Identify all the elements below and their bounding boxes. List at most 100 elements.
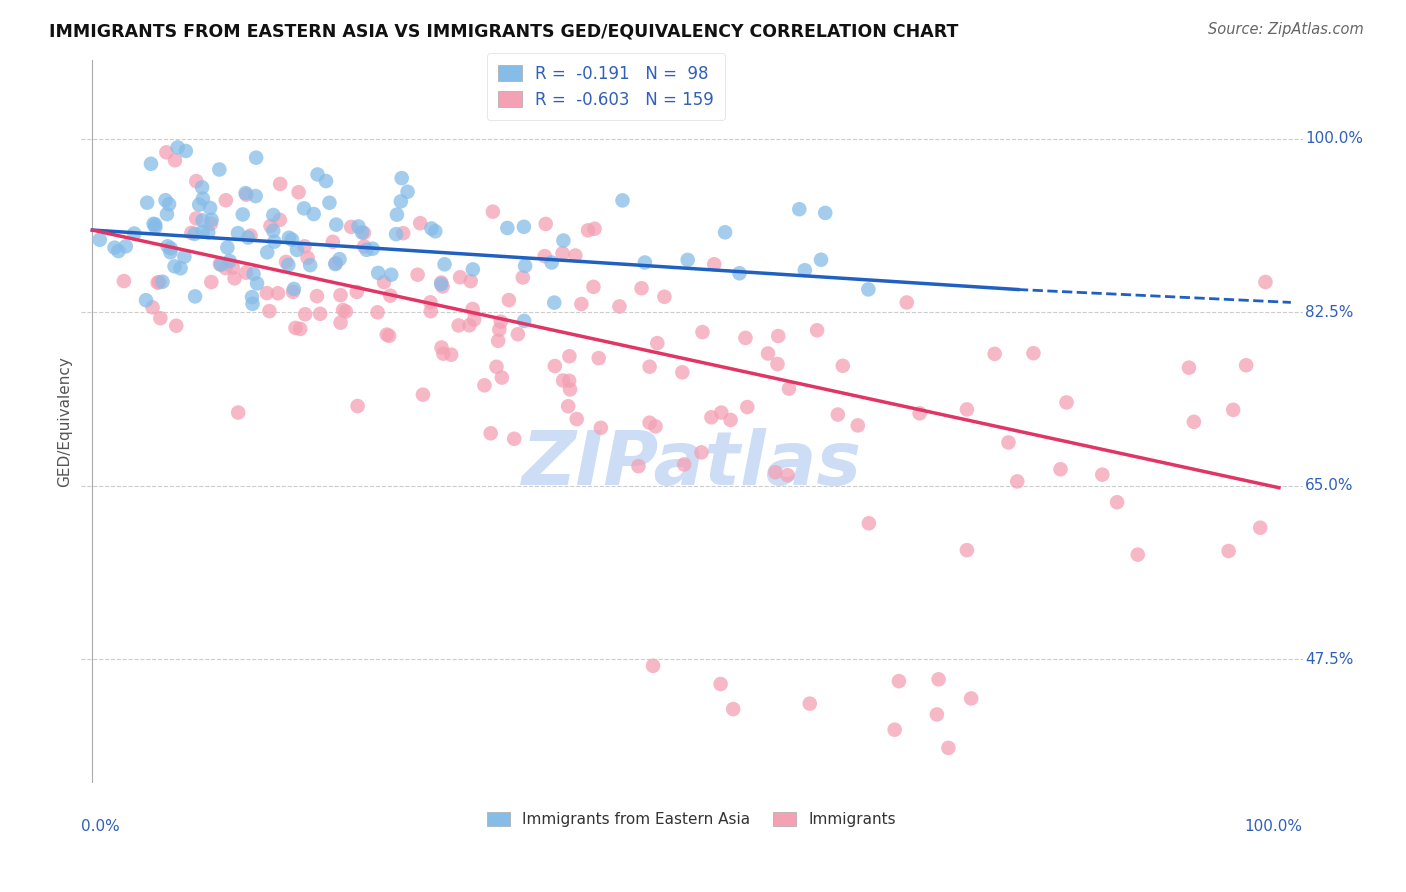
Text: Source: ZipAtlas.com: Source: ZipAtlas.com [1208, 22, 1364, 37]
Point [209, 258, 232, 272]
Point [419, 295, 441, 310]
Point [218, 254, 240, 268]
Point [242, 297, 264, 311]
Point [124, 227, 146, 241]
Point [180, 226, 202, 240]
Text: IMMIGRANTS FROM EASTERN ASIA VS IMMIGRANTS GED/EQUIVALENCY CORRELATION CHART: IMMIGRANTS FROM EASTERN ASIA VS IMMIGRAN… [49, 22, 959, 40]
Point [197, 226, 219, 240]
Point [259, 304, 281, 318]
Text: ZIPatlas: ZIPatlas [522, 428, 862, 501]
Point [269, 177, 291, 191]
Point [534, 217, 557, 231]
Point [242, 267, 264, 281]
Point [274, 255, 297, 269]
Point [430, 277, 453, 292]
Point [367, 305, 389, 319]
Point [896, 295, 918, 310]
Point [215, 261, 238, 276]
Point [208, 257, 231, 271]
Point [165, 318, 187, 333]
Text: 47.5%: 47.5% [1305, 652, 1354, 666]
Point [114, 239, 136, 253]
Point [956, 402, 979, 417]
Point [449, 270, 471, 285]
Point [498, 293, 520, 307]
Point [503, 432, 526, 446]
Point [676, 252, 699, 267]
Point [163, 153, 186, 168]
Legend: Immigrants from Eastern Asia, Immigrants: Immigrants from Eastern Asia, Immigrants [481, 806, 903, 833]
Point [671, 365, 693, 379]
Point [1107, 495, 1129, 509]
Point [645, 336, 668, 351]
Point [246, 277, 269, 291]
Point [329, 316, 352, 330]
Point [440, 348, 463, 362]
Point [262, 224, 284, 238]
Point [925, 707, 948, 722]
Point [496, 221, 519, 235]
Point [156, 239, 179, 253]
Point [419, 304, 441, 318]
Point [284, 321, 307, 335]
Point [543, 295, 565, 310]
Point [183, 227, 205, 241]
Point [582, 280, 605, 294]
Point [269, 212, 291, 227]
Point [396, 185, 419, 199]
Point [307, 168, 329, 182]
Point [673, 458, 696, 472]
Point [432, 279, 454, 293]
Point [346, 285, 368, 299]
Point [335, 304, 357, 318]
Point [256, 286, 278, 301]
Point [831, 359, 853, 373]
Point [285, 243, 308, 257]
Point [156, 207, 179, 221]
Point [191, 192, 214, 206]
Text: 82.5%: 82.5% [1305, 305, 1354, 320]
Point [814, 206, 837, 220]
Point [858, 282, 880, 296]
Point [558, 374, 581, 388]
Point [281, 285, 304, 299]
Point [222, 260, 245, 275]
Point [766, 357, 789, 371]
Point [152, 275, 174, 289]
Point [983, 347, 1005, 361]
Point [174, 144, 197, 158]
Point [186, 174, 208, 188]
Point [322, 235, 344, 249]
Point [191, 225, 214, 239]
Point [447, 318, 470, 333]
Point [997, 435, 1019, 450]
Point [107, 244, 129, 259]
Point [513, 314, 536, 328]
Point [1218, 544, 1240, 558]
Point [391, 171, 413, 186]
Point [710, 677, 733, 691]
Point [557, 399, 579, 413]
Point [245, 151, 267, 165]
Point [302, 207, 325, 221]
Point [159, 245, 181, 260]
Point [641, 658, 664, 673]
Point [846, 418, 869, 433]
Point [793, 263, 815, 277]
Point [318, 195, 340, 210]
Point [564, 248, 586, 262]
Point [690, 445, 713, 459]
Point [544, 359, 567, 373]
Point [1022, 346, 1045, 360]
Point [609, 300, 631, 314]
Point [787, 202, 810, 217]
Point [908, 406, 931, 420]
Point [627, 459, 650, 474]
Point [157, 197, 180, 211]
Point [928, 673, 950, 687]
Point [489, 315, 512, 329]
Point [332, 303, 354, 318]
Point [235, 186, 257, 201]
Point [1234, 358, 1257, 372]
Point [142, 217, 165, 231]
